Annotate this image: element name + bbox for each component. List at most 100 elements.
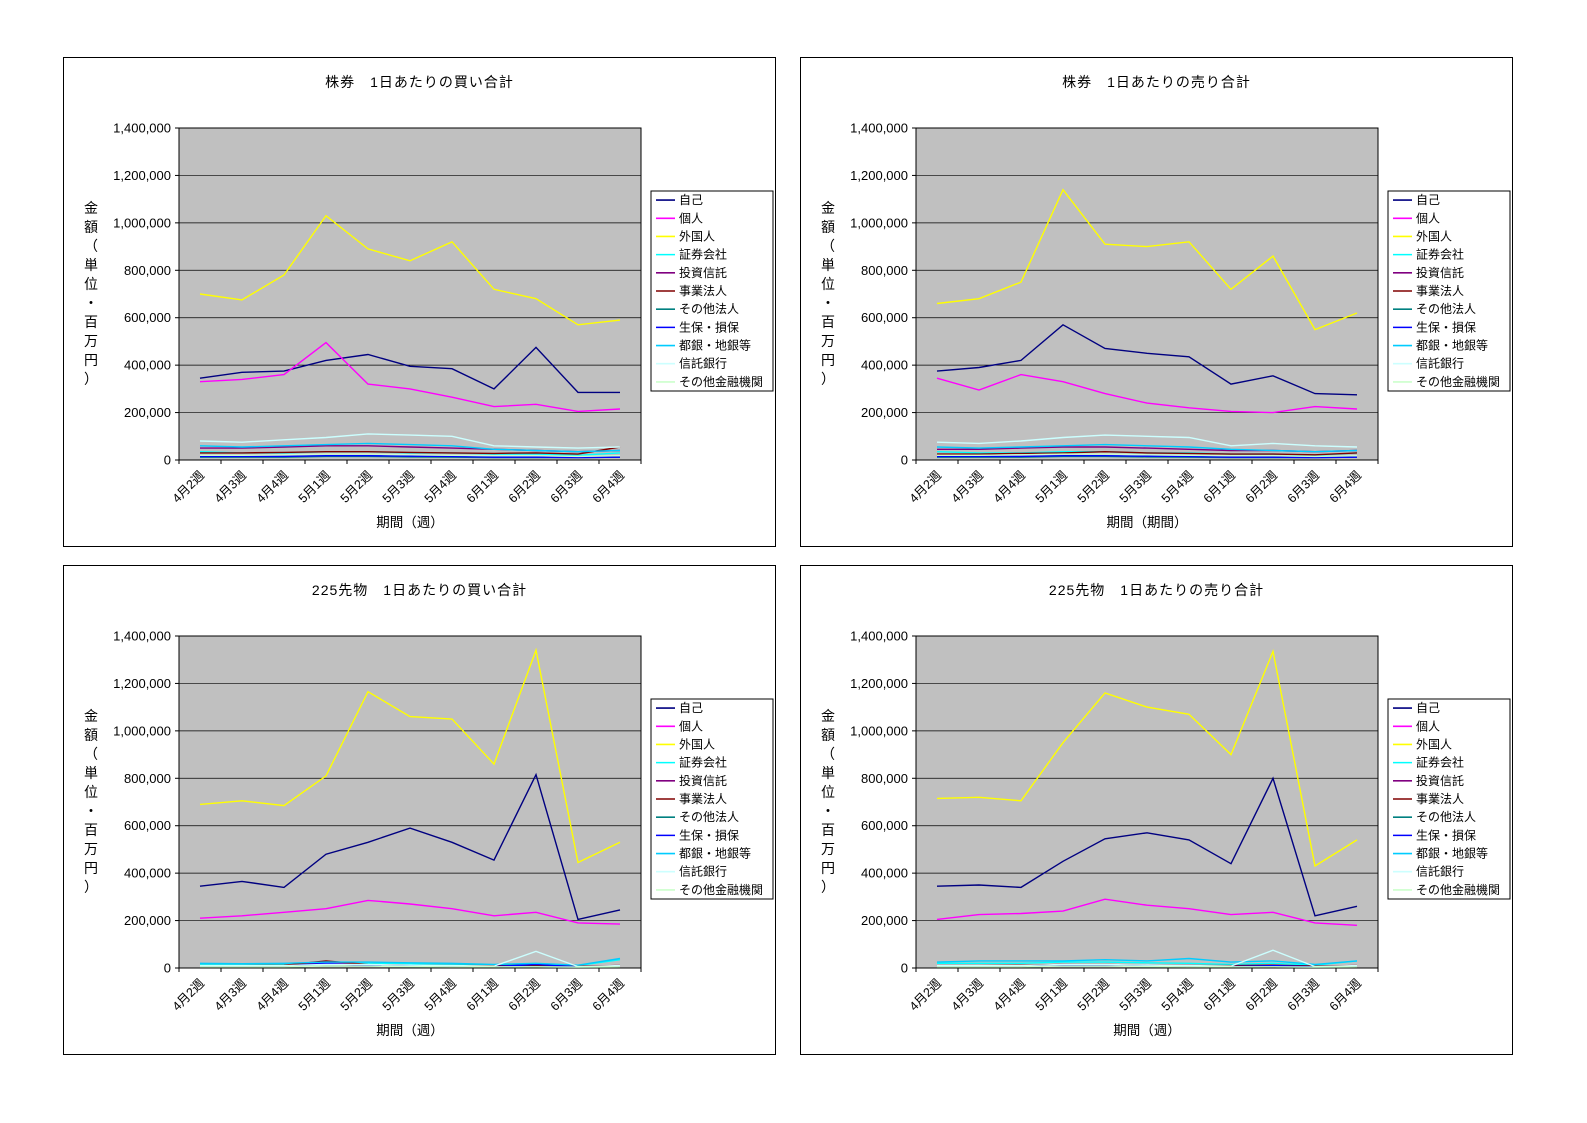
series-line-1 [199,899,621,925]
x-tick-label: 4月2週 [170,468,208,506]
x-tick-label: 5月3週 [1117,976,1155,1014]
x-tick-label: 6月1週 [1201,468,1239,506]
y-tick-label: 400,000 [124,358,171,373]
svg-text:円: 円 [84,860,98,876]
legend-label-1: 個人 [1416,211,1440,225]
x-tick-label: 5月2週 [1075,976,1113,1014]
y-tick-label: 1,400,000 [850,121,908,136]
y-tick-label: 600,000 [861,818,908,833]
legend-label-1: 個人 [1416,719,1440,733]
svg-text:・: ・ [84,295,98,311]
chart-title: 225先物 1日あたりの買い合計 [311,582,528,598]
legend-label-3: 証券会社 [1416,755,1464,770]
y-axis-title: 金額 （ 単位・百万円 ） [821,708,835,895]
series-line-0 [936,323,1358,396]
y-tick-label: 1,200,000 [850,676,908,691]
legend-label-7: 生保・損保 [1416,319,1476,334]
legend-label-0: 自己 [1416,193,1440,207]
y-tick-label: 1,200,000 [113,676,171,691]
legend-label-2: 外国人 [1416,229,1452,243]
svg-text:金: 金 [821,708,835,724]
svg-text:万: 万 [84,333,98,349]
y-tick-label: 1,000,000 [850,215,908,230]
x-tick-label: 6月3週 [1285,468,1323,506]
legend-label-7: 生保・損保 [1416,827,1476,842]
gridlines-and-y-axis: 0 200,000 400,000 600,000 800,000 1,000,000 1,… [113,121,641,468]
svg-text:額: 額 [84,219,98,235]
y-axis-title: 金額 （ 単位・百万円 ） [84,708,98,895]
x-tick-label: 6月2週 [1243,976,1281,1014]
x-tick-label: 5月4週 [422,976,460,1014]
x-tick-label: 6月4週 [590,976,628,1014]
x-tick-label: 6月2週 [506,468,544,506]
svg-text:百: 百 [84,314,98,330]
plot-area: 0 200,000 400,000 600,000 800,000 1,000,000 1,… [821,121,1379,530]
svg-text:額: 額 [821,219,835,235]
series-line-8 [936,443,1358,453]
x-tick-label: 5月2週 [338,468,376,506]
x-tick-label: 4月2週 [907,468,945,506]
x-tick-label: 4月3週 [212,468,250,506]
legend-label-2: 外国人 [679,229,715,243]
svg-text:）: ） [84,371,98,387]
series-line-7 [937,455,1358,459]
x-tick-label: 4月4週 [991,976,1029,1014]
series-line-9 [200,950,621,968]
series-lines [199,647,621,968]
x-tick-label: 5月4週 [422,468,460,506]
series-line-9 [199,433,621,449]
x-axis-title: 期間（週） [376,1023,444,1038]
series-line-1 [936,898,1358,926]
plot-area: 0 200,000 400,000 600,000 800,000 1,000,000 1,… [821,629,1379,1038]
svg-text:単: 単 [84,257,98,273]
x-tick-label: 4月4週 [254,468,292,506]
svg-text:金: 金 [821,200,835,216]
plot-area: 0 200,000 400,000 600,000 800,000 1,000,000 1,… [84,121,642,530]
series-line-0 [936,776,1358,917]
gridlines-and-y-axis: 0 200,000 400,000 600,000 800,000 1,000,000 1,… [113,629,641,976]
svg-text:百: 百 [821,314,835,330]
x-axis-title: 期間（期間） [1107,515,1188,530]
y-axis-title: 金額 （ 単位・百万円 ） [821,200,835,387]
y-tick-label: 1,000,000 [113,723,171,738]
series-line-10 [200,453,621,458]
x-axis-title: 期間（週） [1113,1023,1181,1038]
chart-canvas-stocks-buy: 0 200,000 400,000 600,000 800,000 1,000,000 1,… [84,121,774,530]
legend-label-10: その他金融機関 [679,374,763,389]
svg-text:（: （ [84,238,98,254]
y-tick-label: 0 [901,453,908,468]
legend-label-1: 個人 [679,719,703,733]
x-tick-label: 4月3週 [212,976,250,1014]
legend-label-5: 事業法人 [1416,284,1464,298]
legend-label-4: 投資信託 [1416,265,1464,280]
svg-text:単: 単 [821,765,835,781]
legend-label-0: 自己 [1416,701,1440,715]
x-tick-label: 4月2週 [907,976,945,1014]
x-tick-label: 6月2週 [1243,468,1281,506]
legend-label-6: その他法人 [679,302,739,316]
x-tick-label: 6月4週 [1327,976,1365,1014]
y-tick-label: 800,000 [124,263,171,278]
chart-panel-stocks-sell: 株券 1日あたりの売り合計 0 200,000 400,000 600,000 800,… [800,57,1513,547]
svg-text:万: 万 [821,841,835,857]
gridlines-and-y-axis: 0 200,000 400,000 600,000 800,000 1,000,000 1,… [850,121,1378,468]
series-line-1 [199,341,621,413]
x-tick-label: 5月1週 [1033,976,1071,1014]
svg-text:万: 万 [84,841,98,857]
legend-label-2: 外国人 [1416,737,1452,751]
series-line-3 [937,960,1358,966]
legend: 自己個人外国人証券会社投資信託事業法人その他法人生保・損保都銀・地銀等信託銀行そ… [650,698,774,900]
legend-label-2: 外国人 [679,737,715,751]
x-tick-label: 5月4週 [1159,976,1197,1014]
svg-text:・: ・ [821,295,835,311]
y-axis-title: 金額 （ 単位・百万円 ） [84,200,98,387]
x-tick-label: 6月4週 [590,468,628,506]
series-line-2 [199,214,621,326]
x-tick-label: 6月3週 [548,976,586,1014]
series-line-10 [937,453,1358,458]
y-tick-label: 600,000 [124,818,171,833]
series-lines [936,648,1358,968]
legend: 自己個人外国人証券会社投資信託事業法人その他法人生保・損保都銀・地銀等信託銀行そ… [650,190,774,392]
x-tick-label: 5月3週 [380,976,418,1014]
series-line-9 [936,434,1358,448]
